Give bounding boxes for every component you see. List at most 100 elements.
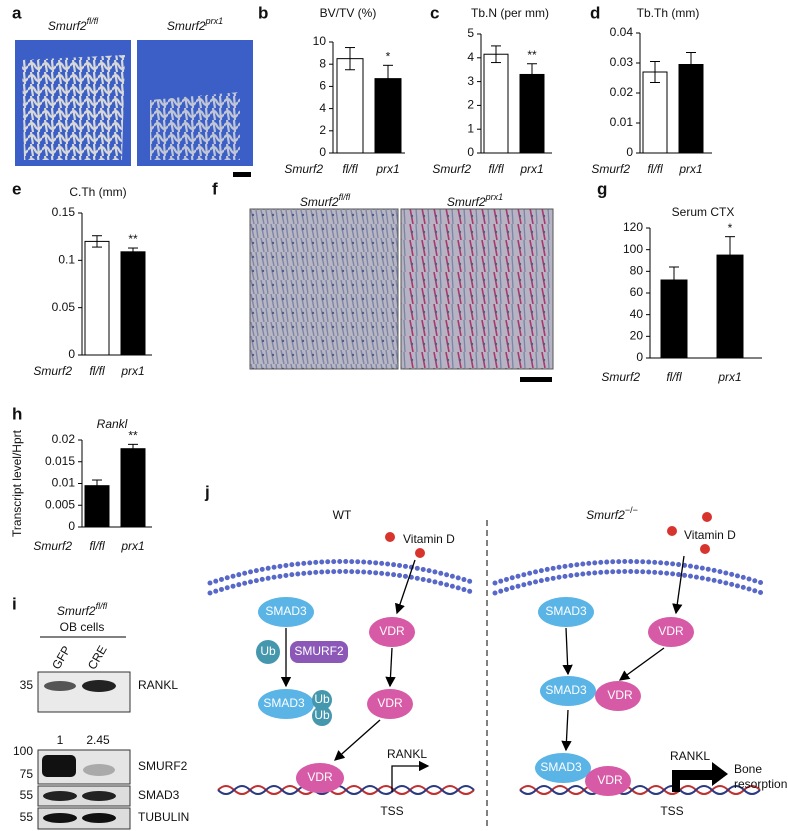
band [82,791,116,801]
diagram: j WT Smurf2−/− Vitamin D Vitamin D RANKL… [204,482,787,828]
significance: ** [527,48,537,62]
header: Smurf2fl/fl [57,601,108,618]
node-label: VDR [377,696,403,710]
band [82,680,116,692]
lane-label: CRE [85,643,110,672]
x-tick-label: prx1 [120,539,144,553]
y-axis-label: Transcript level/Hprt [10,429,24,537]
arrow [334,719,381,761]
size-marker: 55 [20,788,34,802]
genotype: fl/fl [96,601,109,611]
panel-label: a [12,3,22,22]
y-tick-label: 0.15 [52,205,76,219]
chart-title: Rankl [97,417,128,431]
genotype: −/− [625,505,638,515]
y-tick-label: 0.03 [610,55,634,69]
smad3 [258,597,314,627]
vitamin-d [700,544,710,554]
vdr [369,617,415,647]
x-tick-label: prx1 [519,162,543,176]
y-tick-label: 8 [319,56,326,70]
bar [120,448,146,528]
size-marker: 75 [20,767,34,781]
x-tick-label: fl/fl [647,162,663,176]
y-tick-label: 0 [68,519,75,533]
genotype: prx1 [205,16,224,26]
group-label: Smurf2 [601,370,640,384]
band [43,791,77,801]
gene: Smurf2 [300,195,339,209]
node-label: VDR [658,624,684,638]
size-marker: 55 [20,810,34,824]
node-label: SMAD3 [545,604,587,618]
bar [120,251,146,356]
genotype: fl/fl [339,192,352,202]
bar [336,58,364,154]
blot-label: SMAD3 [138,788,180,802]
band [43,813,77,823]
y-tick-label: 120 [623,220,643,234]
y-tick-label: 0 [626,145,633,159]
y-tick-label: 10 [313,34,327,48]
node-label: VDR [597,773,623,787]
image-label: Smurf2prx1 [167,16,223,33]
ubiquitin [312,706,332,726]
size-marker: 100 [13,744,33,758]
histology-image [400,208,554,370]
arrow [395,559,416,615]
smad3 [535,753,591,783]
ligand-label: Vitamin D [684,528,736,542]
vitamin-d [702,512,712,522]
chart-title: BV/TV (%) [320,6,377,20]
y-tick-label: 0 [467,145,474,159]
tss-arrow [391,760,430,792]
y-tick-label: 3 [467,74,474,88]
x-tick-label: fl/fl [89,364,105,378]
group-label: Smurf2 [284,162,323,176]
error-bar [92,235,102,248]
y-tick-label: 40 [630,307,644,321]
bone-structure [150,92,240,160]
quantification: 2.45 [86,733,110,747]
bar [84,485,110,528]
blot [37,749,131,785]
tss-label: TSS [380,804,403,818]
y-tick-label: 100 [623,242,643,256]
error-bar [686,52,696,77]
vitamin-d [667,526,677,536]
x-tick-label: prx1 [678,162,702,176]
ligand-label: Vitamin D [403,532,455,546]
significance: * [728,221,733,235]
vdr [585,766,631,796]
y-tick-label: 0.05 [52,300,76,314]
error-bar [527,63,537,86]
y-tick-label: 0.02 [610,85,634,99]
gene: Smurf2 [48,19,87,33]
error-bar [669,266,679,294]
significance: ** [128,429,138,443]
blot [37,671,131,713]
y-tick-label: 20 [630,329,644,343]
vdr [595,681,641,711]
x-tick-label: fl/fl [89,539,105,553]
y-tick-label: 1 [467,121,474,135]
band [42,755,76,777]
image-label: Smurf2fl/fl [48,16,99,33]
size-marker: 35 [20,678,34,692]
smurf2 [290,641,348,663]
bar [642,71,668,154]
vitamin-d [385,532,395,542]
y-tick-label: 0 [636,350,643,364]
error-bar [345,47,355,71]
blot-label: SMURF2 [138,759,188,773]
arrow [618,647,665,681]
error-bar [383,64,393,93]
dna [217,785,761,795]
bar [678,64,704,154]
tss-label: TSS [660,804,683,818]
significance: ** [128,232,138,246]
chart-title: C.Th (mm) [69,185,126,199]
y-tick-label: 0.01 [610,115,634,129]
vdr [296,763,344,793]
